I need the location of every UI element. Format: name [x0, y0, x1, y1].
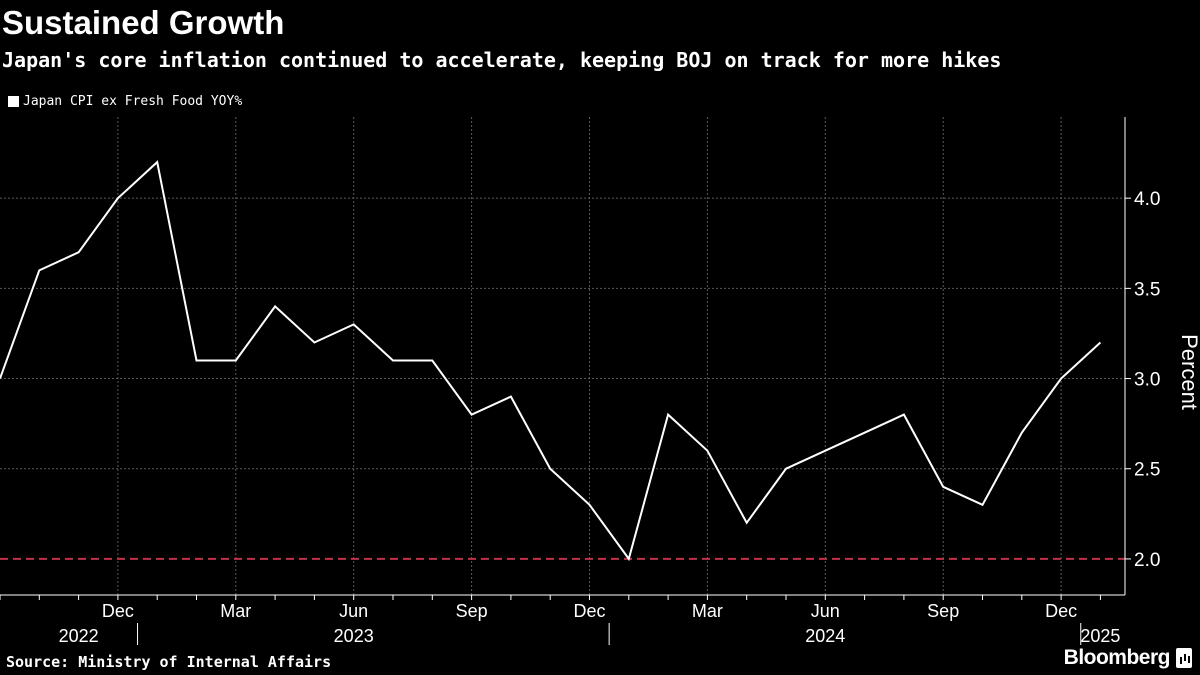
legend-swatch [8, 95, 19, 107]
brand-logo: Bloomberg [1064, 646, 1192, 670]
x-tick-label: Mar [692, 601, 723, 621]
chart-subtitle: Japan's core inflation continued to acce… [2, 48, 1002, 72]
legend: Japan CPI ex Fresh Food YOY% [8, 92, 242, 110]
x-year-label: 2022 [59, 626, 99, 646]
y-tick-label: 4.0 [1134, 189, 1160, 210]
x-tick-label: Mar [220, 601, 251, 621]
x-tick-label: Jun [339, 601, 368, 621]
x-year-label: 2025 [1080, 626, 1120, 646]
y-tick-label: 3.5 [1134, 279, 1160, 300]
chart-logo-icon [1176, 648, 1192, 668]
legend-label: Japan CPI ex Fresh Food YOY% [23, 93, 243, 109]
x-tick-label: Dec [1045, 601, 1077, 621]
y-axis-title: Percent [1177, 334, 1200, 410]
brand-name: Bloomberg [1063, 646, 1171, 669]
chart-title: Sustained Growth [2, 4, 285, 41]
y-tick-label: 2.5 [1134, 460, 1160, 481]
x-tick-label: Sep [927, 601, 959, 621]
x-tick-label: Dec [573, 601, 605, 621]
grid-layer [0, 117, 1125, 595]
label-layer: 2.0 2.5 3.0 3.5 4.0 Percent Dec Mar Jun Sep Dec Mar… [59, 189, 1200, 646]
x-tick-label: Dec [102, 601, 134, 621]
y-tick-label: 3.0 [1134, 370, 1160, 391]
y-tick-label: 2.0 [1134, 550, 1160, 571]
source-note: Source: Ministry of Internal Affairs [6, 653, 332, 671]
x-tick-label: Jun [811, 601, 840, 621]
axis-layer [0, 117, 1131, 645]
series-line [0, 160, 1102, 562]
x-year-label: 2024 [805, 626, 845, 646]
x-year-label: 2023 [334, 626, 374, 646]
x-tick-label: Sep [456, 601, 488, 621]
series-layer [0, 160, 1102, 562]
